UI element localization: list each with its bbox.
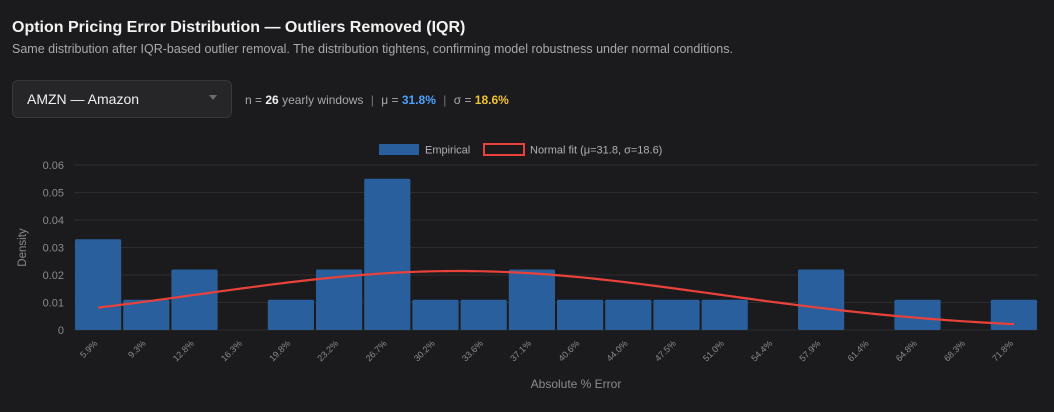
legend-label-normal-fit: Normal fit (μ=31.8, σ=18.6) — [530, 145, 662, 157]
mu-label: μ = — [381, 93, 399, 107]
y-tick-label: 0 — [58, 325, 64, 337]
histogram-bar — [508, 269, 555, 330]
histogram-bar — [894, 299, 941, 330]
x-tick-label: 30.2% — [412, 338, 437, 363]
histogram-bar — [412, 299, 459, 330]
mu-value: 31.8% — [401, 93, 436, 107]
y-tick-label: 0.04 — [43, 215, 64, 227]
n-suffix: yearly windows — [282, 93, 364, 107]
x-tick-label: 33.6% — [460, 338, 485, 363]
x-tick-label: 40.6% — [556, 338, 581, 363]
normal-fit-line — [97, 269, 1014, 326]
histogram-bar — [990, 299, 1037, 330]
x-tick-label: 23.2% — [315, 338, 340, 363]
x-tick-label: 64.8% — [894, 338, 919, 363]
histogram-bar — [171, 269, 218, 330]
page-subtitle: Same distribution after IQR-based outlie… — [12, 42, 733, 56]
x-tick-label: 54.4% — [749, 338, 774, 363]
page-title: Option Pricing Error Distribution — Outl… — [12, 19, 466, 36]
ticker-select[interactable]: AMZN — Amazon — [12, 80, 232, 118]
n-label: n = — [245, 93, 263, 107]
histogram-bar — [798, 269, 845, 330]
histogram-bar — [75, 239, 122, 330]
y-axis-label: Density — [17, 228, 29, 267]
histogram-bar — [701, 299, 748, 330]
x-tick-label: 47.5% — [653, 338, 678, 363]
y-tick-label: 0.03 — [43, 243, 64, 255]
x-tick-label: 5.9% — [78, 338, 100, 360]
stats-separator: | — [370, 93, 374, 107]
x-tick-label: 44.0% — [605, 338, 630, 363]
x-tick-label: 19.8% — [267, 338, 292, 363]
x-tick-label: 68.3% — [942, 338, 967, 363]
legend-swatch-empirical — [379, 144, 419, 155]
x-tick-label: 61.4% — [846, 338, 871, 363]
x-tick-label: 57.9% — [797, 338, 822, 363]
sigma-value: 18.6% — [474, 93, 509, 107]
ticker-select-value: AMZN — Amazon — [27, 91, 140, 107]
x-tick-label: 71.8% — [990, 338, 1015, 363]
x-tick-label: 12.8% — [171, 338, 196, 363]
x-tick-label: 51.0% — [701, 338, 726, 363]
y-tick-label: 0.02 — [43, 270, 64, 282]
stats-separator: | — [443, 93, 447, 107]
x-tick-label: 16.3% — [219, 338, 244, 363]
histogram-bar — [123, 299, 170, 330]
y-tick-label: 0.06 — [43, 160, 64, 172]
x-tick-label: 9.3% — [126, 338, 148, 360]
histogram-bar — [557, 299, 604, 330]
chevron-down-icon — [209, 95, 217, 100]
x-tick-label: 26.7% — [364, 338, 389, 363]
stats-summary: n = 26 yearly windows | μ = 31.8% | σ = … — [245, 93, 509, 107]
x-axis-label: Absolute % Error — [531, 377, 622, 391]
histogram-bar — [653, 299, 700, 330]
legend-swatch-normal-fit — [483, 143, 525, 156]
histogram-bar — [460, 299, 507, 330]
histogram-bar — [364, 178, 411, 330]
y-tick-label: 0.01 — [43, 298, 64, 310]
n-value: 26 — [265, 93, 279, 107]
y-tick-label: 0.05 — [43, 188, 64, 200]
histogram-bar — [316, 269, 363, 330]
x-tick-label: 37.1% — [508, 338, 533, 363]
histogram-bar — [267, 299, 314, 330]
histogram-bar — [605, 299, 652, 330]
legend-label-empirical: Empirical — [425, 145, 470, 157]
sigma-label: σ = — [453, 93, 472, 107]
